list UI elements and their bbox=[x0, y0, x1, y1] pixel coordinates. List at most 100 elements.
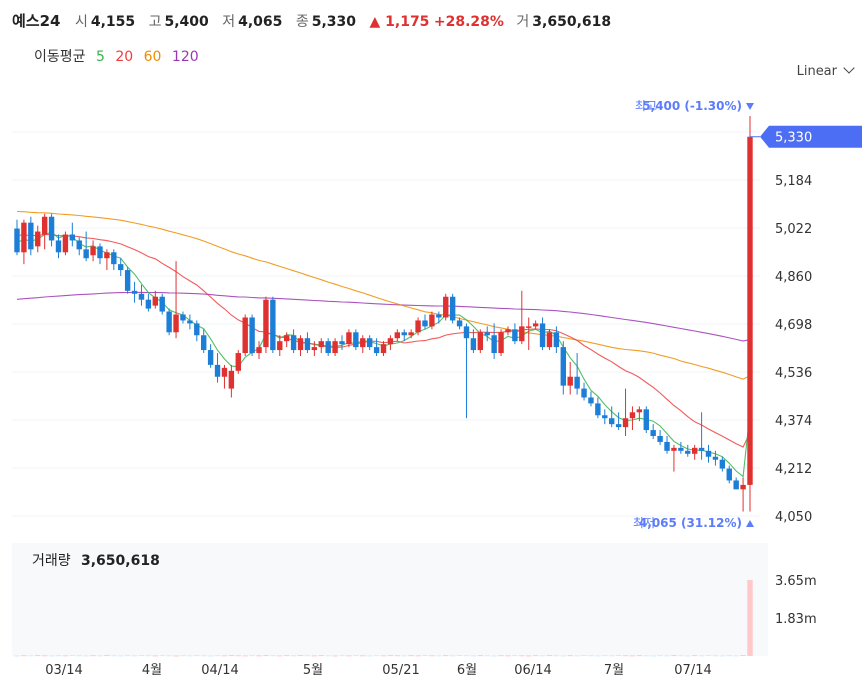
volume-bar bbox=[581, 655, 587, 657]
candle-body bbox=[118, 264, 124, 271]
candle-body bbox=[62, 234, 69, 253]
candle-body bbox=[671, 447, 677, 451]
price-tick-label: 4,698 bbox=[775, 318, 812, 333]
candle-body bbox=[173, 314, 179, 333]
volume-bar bbox=[491, 655, 497, 657]
candle-body bbox=[270, 299, 276, 351]
ma-5-label[interactable]: 5 bbox=[95, 49, 105, 65]
volume-bar bbox=[664, 655, 670, 657]
volume-bar bbox=[615, 655, 622, 657]
volume-bar bbox=[498, 655, 504, 657]
candle-body bbox=[332, 341, 338, 354]
volume-bar bbox=[567, 655, 573, 657]
candle-body bbox=[726, 468, 732, 481]
volume-bar bbox=[283, 655, 290, 657]
candle-body bbox=[373, 347, 380, 354]
volume-bar bbox=[187, 655, 193, 657]
volume-bar bbox=[332, 655, 338, 657]
stock-name: 예스24 bbox=[12, 12, 61, 30]
candle-body bbox=[180, 314, 186, 321]
volume-bar bbox=[104, 655, 110, 657]
ma-120-label[interactable]: 120 bbox=[171, 49, 199, 65]
candle-body bbox=[339, 341, 345, 345]
candle-body bbox=[28, 222, 34, 250]
ma-20-label[interactable]: 20 bbox=[115, 49, 134, 65]
candle-body bbox=[366, 338, 373, 348]
candle-body bbox=[124, 270, 131, 291]
volume-bar bbox=[519, 655, 525, 657]
close-value: 5,330 bbox=[311, 14, 357, 30]
low-label: 저 bbox=[222, 14, 236, 30]
volume-bar bbox=[387, 655, 394, 657]
candle-body bbox=[560, 347, 566, 386]
volume-bar bbox=[532, 655, 539, 657]
candle-body bbox=[235, 353, 241, 371]
volume-bar bbox=[290, 655, 297, 657]
candle-body bbox=[353, 332, 359, 348]
candle-body bbox=[297, 338, 304, 351]
ma-legend-title: 이동평균 bbox=[34, 49, 86, 65]
candle-body bbox=[290, 335, 297, 351]
candle-body bbox=[505, 329, 511, 333]
candle-body bbox=[678, 447, 684, 451]
volume-bar bbox=[35, 655, 41, 657]
volume-bar bbox=[111, 655, 117, 657]
candle-body bbox=[491, 335, 497, 354]
volume-bar bbox=[242, 655, 248, 657]
high-value: 5,400 bbox=[164, 14, 209, 30]
candle-body bbox=[166, 311, 172, 333]
volume-panel-value: 3,650,618 bbox=[81, 553, 160, 569]
candle-body bbox=[194, 323, 200, 336]
volume-bar bbox=[657, 655, 663, 657]
date-tick-label: 4월 bbox=[142, 663, 162, 678]
current-price-label: 5,330 bbox=[760, 125, 862, 148]
candle-body bbox=[512, 329, 518, 342]
candle-body bbox=[747, 136, 753, 485]
candle-body bbox=[277, 341, 283, 351]
volume-bar bbox=[14, 655, 20, 657]
candle-body bbox=[712, 456, 719, 460]
candle-body bbox=[608, 418, 615, 425]
volume-bar bbox=[422, 655, 428, 657]
candle-body bbox=[346, 332, 352, 345]
ma-60-line bbox=[16, 210, 751, 380]
volume-bar bbox=[463, 655, 470, 657]
volume-bar bbox=[201, 655, 207, 657]
date-axis: 03/14 4월 04/14 5월 05/21 6월 06/14 7월 07/14 bbox=[45, 663, 711, 678]
volume-bar bbox=[311, 655, 318, 657]
candle-body bbox=[567, 376, 573, 386]
candle-body bbox=[138, 293, 145, 300]
candle-body bbox=[636, 409, 643, 413]
volume-bar bbox=[249, 655, 255, 657]
candle-body bbox=[242, 317, 248, 354]
volume-bar bbox=[622, 655, 629, 657]
change-percent: +28.28% bbox=[433, 14, 504, 30]
candle-body bbox=[436, 314, 442, 318]
volume-bar bbox=[83, 655, 89, 657]
candle-body bbox=[539, 323, 546, 348]
candle-body bbox=[463, 326, 470, 339]
price-tick-label: 4,212 bbox=[775, 462, 812, 477]
ma-60-label[interactable]: 60 bbox=[143, 49, 162, 65]
candle-body bbox=[643, 409, 649, 431]
volume-bar bbox=[539, 655, 546, 657]
candle-body bbox=[429, 314, 435, 327]
volume-tick-label: 1.83m bbox=[775, 612, 817, 627]
volume-bar bbox=[48, 655, 55, 657]
candle-body bbox=[484, 332, 490, 336]
volume-bar bbox=[90, 655, 96, 657]
close-label: 종 bbox=[295, 14, 309, 30]
volume-bar bbox=[173, 655, 179, 657]
volume-bar bbox=[76, 655, 82, 657]
candle-body bbox=[76, 240, 82, 250]
candle-body bbox=[152, 296, 159, 306]
volume-bar bbox=[449, 655, 456, 657]
high-label: 고 bbox=[148, 14, 162, 30]
candle-body bbox=[207, 350, 214, 365]
scale-selector[interactable]: Linear bbox=[797, 62, 855, 79]
volume-bar bbox=[118, 655, 124, 657]
volume-bar bbox=[339, 655, 345, 657]
candle-body bbox=[283, 335, 290, 342]
candle-body bbox=[55, 240, 62, 253]
